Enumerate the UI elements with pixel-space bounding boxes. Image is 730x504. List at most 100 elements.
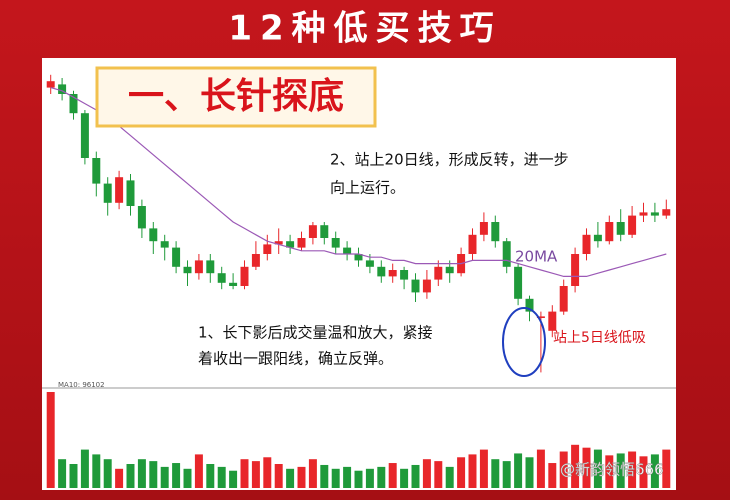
volume-bar [365,468,374,488]
volume-bar [662,449,671,488]
candle-body [229,282,238,286]
candle-body [308,225,317,238]
candle-body [251,254,260,267]
volume-bar [297,466,306,488]
ma20-line [50,87,667,277]
candle-body [559,286,568,312]
candle-body [92,158,101,184]
candle-body [445,266,454,274]
candle-body [639,212,648,216]
candle-body [525,298,534,312]
candle-body [616,222,625,235]
volume-bar [582,447,591,488]
volume-bar [491,459,500,488]
volume-bar [400,468,409,488]
volume-bar [172,463,181,488]
volume-bar [605,455,614,488]
volume-bar [388,463,397,488]
volume-bar [92,454,101,488]
candle-body [172,247,181,267]
volume-bar [525,457,534,488]
watermark: @新韵领悟666 [560,461,664,479]
candle-body [194,260,203,274]
volume-bar [593,449,602,488]
candle-body [149,228,158,242]
candle-body [103,183,112,203]
volume-bar [434,461,443,488]
candle-body [297,238,306,248]
candle-body [137,206,146,229]
volume-bar [115,468,124,488]
candle-body [354,254,363,261]
candle-body [605,222,614,242]
candle-body [514,266,523,299]
candle-body [502,241,511,267]
volume-bar [103,459,112,488]
callout: 站上5日线低吸 [553,330,646,346]
volume-bar [616,453,625,488]
volume-bar [548,463,557,488]
candle-body [422,279,431,293]
volume-bar [46,392,55,488]
title-box [95,66,377,128]
candle-body [411,279,420,293]
candle-body [548,311,557,331]
plot [46,74,671,488]
box-title: 一、长针探底 [128,76,344,117]
volume-bar [354,470,363,488]
candle-body [274,241,283,245]
note-bottom-line: 着收出一跟阳线，确立反弹。 [198,350,393,368]
volume-bar [502,461,511,488]
candle-body [58,84,67,94]
candle-body [263,244,272,254]
highlight-ellipse [502,307,546,377]
candle-body [628,215,637,235]
volume-bar [229,470,238,488]
volume-bar [58,459,67,488]
candle-body [183,266,192,274]
candle-body [115,177,124,203]
candle-body [536,316,545,318]
candle-body [126,180,135,206]
volume-bar [377,466,386,488]
volume-bar [206,464,215,488]
candle-body [320,225,329,238]
candle-body [571,254,580,286]
candle-body [343,247,352,254]
candle-body [582,234,591,254]
note-top-line: 向上运行。 [330,179,405,197]
candle-body [331,238,340,248]
candle-body [388,270,397,277]
volume-bar [411,464,420,488]
volume-bar [468,454,477,488]
note-bottom-line: 1、长下影后成交量温和放大，紧接 [198,324,433,342]
candle-body [217,273,226,283]
candle-body [46,81,55,88]
candle-body [69,94,78,114]
volume-bar [69,464,78,488]
chart-panel [42,58,676,490]
volume-bar [80,449,89,488]
candle-body [662,209,671,216]
volume-bar [126,464,135,488]
volume-bar [183,468,192,488]
volume-legend: MA10: 96102 [58,381,105,389]
volume-bar [571,444,580,488]
volume-bar [274,464,283,488]
volume-bar [320,464,329,488]
candle-body [434,266,443,280]
volume-bar [240,459,249,488]
volume-bar [514,453,523,488]
candle-body [468,234,477,254]
volume-bar [650,454,659,488]
candle-body [286,241,295,248]
volume-bar [251,461,260,488]
volume-bar [286,468,295,488]
candle-body [160,241,169,248]
volume-bar [263,457,272,488]
candle-body [491,222,500,242]
volume-bar [343,466,352,488]
volume-bar [149,461,158,488]
